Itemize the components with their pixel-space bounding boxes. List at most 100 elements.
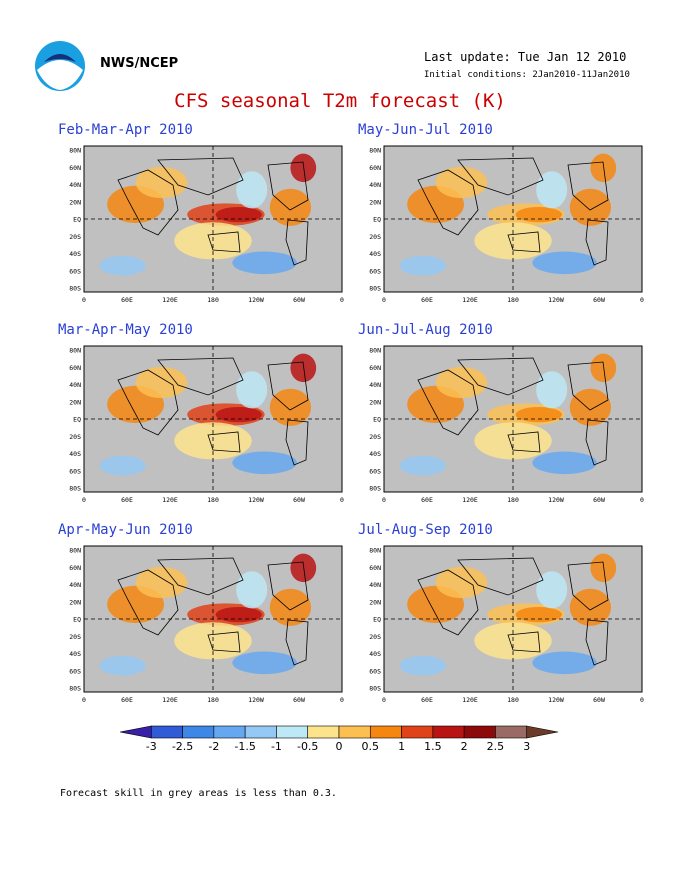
lat-label: EQ <box>73 616 81 624</box>
coastline <box>585 619 609 666</box>
lat-label: 60N <box>69 564 81 572</box>
anomaly-patch <box>99 455 146 476</box>
map-panel-jas: Jul-Aug-Sep 2010 80N 60N 40N 20N EQ 20S 40S 60S… <box>358 522 668 704</box>
lon-label: 120W <box>248 696 264 704</box>
anomaly-patch <box>232 251 297 275</box>
lon-label: 60W <box>593 696 605 704</box>
lat-label: EQ <box>373 216 381 224</box>
lon-label: 180 <box>207 296 219 304</box>
lon-label: 0 <box>340 696 344 704</box>
coastline <box>507 231 541 253</box>
lon-label: 180 <box>507 496 519 504</box>
panel-title: Apr-May-Jun 2010 <box>58 522 193 538</box>
anomaly-patch <box>590 153 617 183</box>
initial-conditions-text: Initial conditions: 2Jan2010-11Jan2010 <box>424 70 630 80</box>
map-border <box>83 545 343 693</box>
map-border <box>83 145 343 293</box>
lat-label: 80S <box>369 285 381 293</box>
lon-label: 120W <box>548 496 564 504</box>
lon-label: 60W <box>293 496 305 504</box>
lon-label: 120E <box>462 296 478 304</box>
coastline <box>417 369 479 436</box>
lon-label: 0 <box>382 696 386 704</box>
colorbar-swatch <box>213 725 246 739</box>
lon-label: 120W <box>248 296 264 304</box>
lat-label: 60S <box>69 267 81 275</box>
coastline <box>417 169 479 236</box>
coastline <box>457 157 544 196</box>
lat-label: 60N <box>369 564 381 572</box>
lon-label: 180 <box>207 496 219 504</box>
colorbar-label: 2.5 <box>487 740 505 753</box>
lat-label: 60N <box>69 364 81 372</box>
lat-label: 20N <box>369 398 381 406</box>
lat-label: 40N <box>69 181 81 189</box>
panel-title: Mar-Apr-May 2010 <box>58 322 193 338</box>
colorbar-label: 0 <box>336 740 343 753</box>
colorbar-label: 2 <box>461 740 468 753</box>
lat-label: 80S <box>69 485 81 493</box>
lon-label: 0 <box>382 496 386 504</box>
anomaly-patch <box>236 171 268 209</box>
coastline <box>507 431 541 453</box>
lat-label: 20N <box>369 598 381 606</box>
colorbar-swatch <box>495 725 528 739</box>
lat-label: 20S <box>369 633 381 641</box>
map-panel-mam: Mar-Apr-May 2010 80N 60N 40N 20N EQ 20S 40S 60S… <box>58 322 368 504</box>
lat-label: EQ <box>73 416 81 424</box>
anomaly-patch <box>290 153 317 183</box>
coastline <box>457 557 544 596</box>
lon-label: 60W <box>593 496 605 504</box>
lon-label: 120W <box>248 496 264 504</box>
lat-label: 80N <box>69 347 81 355</box>
lat-label: 40N <box>69 381 81 389</box>
anomaly-patch <box>215 206 263 223</box>
anomaly-patch <box>590 353 617 383</box>
lat-label: 20S <box>369 433 381 441</box>
colorbar-label: 1.5 <box>424 740 442 753</box>
lat-label: 80N <box>69 147 81 155</box>
anomaly-patch <box>290 553 317 583</box>
lat-label: 80S <box>69 685 81 693</box>
colorbar-swatch <box>276 725 309 739</box>
coastline <box>117 569 179 636</box>
lon-label: 120E <box>162 296 178 304</box>
lat-label: 20S <box>69 633 81 641</box>
colorbar-swatch <box>150 725 183 739</box>
lon-label: 60E <box>121 496 133 504</box>
colorbar-label: 3 <box>523 740 530 753</box>
colorbar-swatch <box>307 725 340 739</box>
colorbar-swatch <box>432 725 465 739</box>
lat-label: 40S <box>69 650 81 658</box>
lon-label: 60W <box>293 296 305 304</box>
lon-label: 120E <box>462 696 478 704</box>
lon-label: 60E <box>421 296 433 304</box>
coastline <box>157 357 244 396</box>
lat-label: 60S <box>69 467 81 475</box>
panel-title: Jul-Aug-Sep 2010 <box>358 522 493 538</box>
anomaly-patch <box>515 406 563 423</box>
footnote: Forecast skill in grey areas is less tha… <box>60 788 337 799</box>
lat-label: 80N <box>369 347 381 355</box>
lat-label: 80N <box>369 147 381 155</box>
panel-title: Feb-Mar-Apr 2010 <box>58 122 193 138</box>
colorbar-swatch <box>338 725 371 739</box>
anomaly-patch <box>569 188 612 226</box>
map-panel-amj: Apr-May-Jun 2010 80N 60N 40N 20N EQ 20S 40S 60S… <box>58 522 368 704</box>
lat-label: 40S <box>369 450 381 458</box>
coastline <box>207 231 241 253</box>
lon-label: 60W <box>593 296 605 304</box>
map-panel-fma: Feb-Mar-Apr 2010 80N 60N 40N 20N EQ 20S 40S 60S… <box>58 122 368 304</box>
lon-label: 60E <box>121 296 133 304</box>
lat-label: 40S <box>369 250 381 258</box>
map-border <box>83 345 343 493</box>
anomaly-patch <box>569 588 612 626</box>
anomaly-patch <box>232 451 297 475</box>
anomaly-patch <box>569 388 612 426</box>
anomaly-patch <box>269 588 312 626</box>
anomaly-patch <box>232 651 297 675</box>
anomaly-patch <box>399 655 446 676</box>
